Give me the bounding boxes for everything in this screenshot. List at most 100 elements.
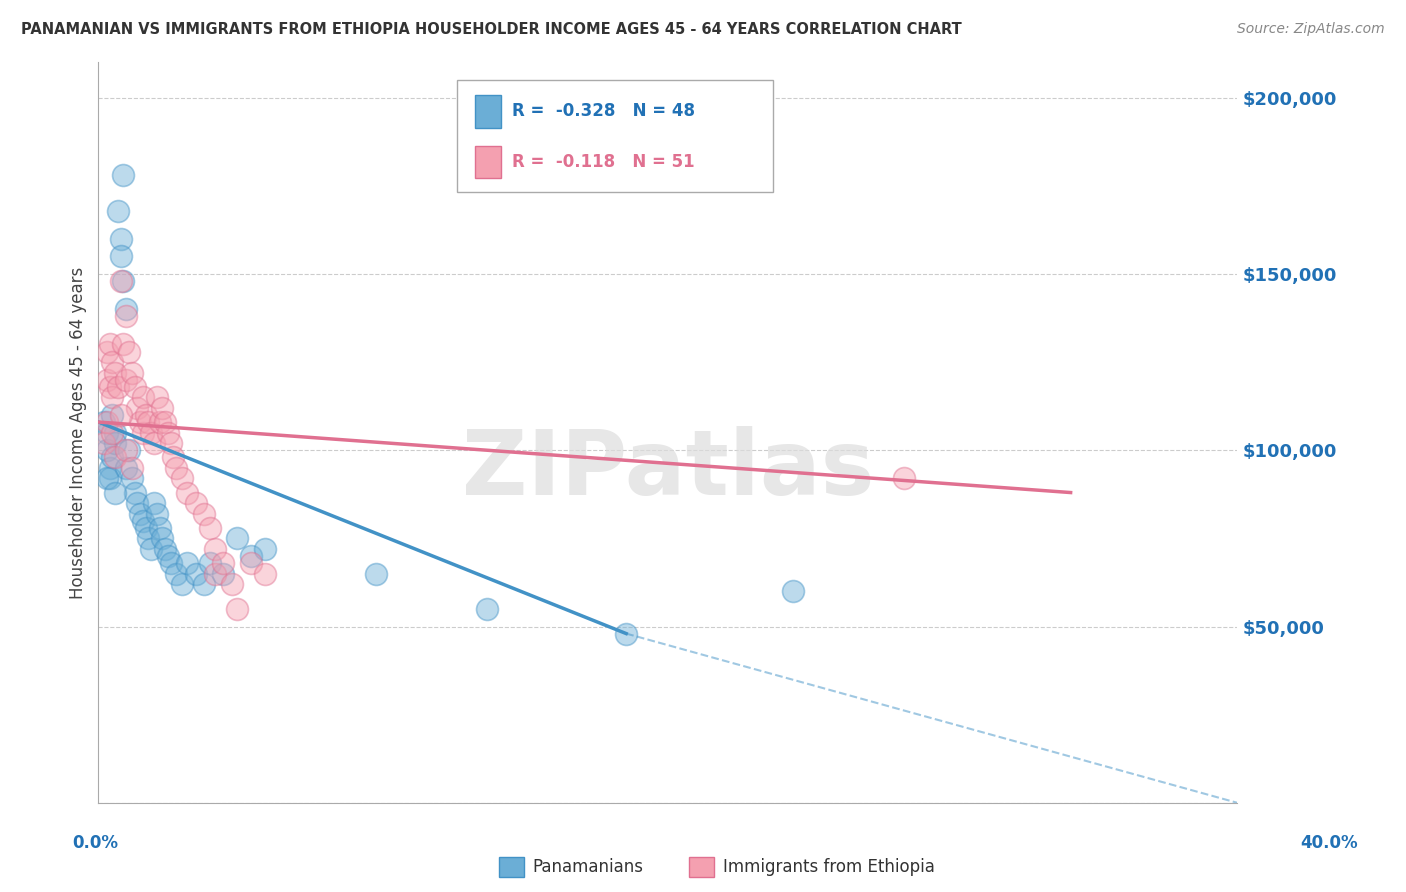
Point xyxy=(159,556,181,570)
Point xyxy=(101,408,124,422)
Point xyxy=(104,366,127,380)
Point xyxy=(193,577,215,591)
Point xyxy=(115,302,138,317)
Point xyxy=(254,566,277,581)
Point xyxy=(112,337,135,351)
Point xyxy=(93,436,115,450)
Point xyxy=(165,566,187,581)
Point xyxy=(110,249,132,263)
Point xyxy=(184,496,207,510)
Point xyxy=(782,584,804,599)
Point xyxy=(212,556,235,570)
Text: Panamanians: Panamanians xyxy=(533,858,644,876)
Point xyxy=(226,532,249,546)
Point xyxy=(156,549,179,563)
Point xyxy=(176,485,198,500)
Point xyxy=(132,514,155,528)
Point xyxy=(104,436,127,450)
Point xyxy=(170,577,193,591)
Point xyxy=(101,450,124,465)
Point xyxy=(240,556,263,570)
Point xyxy=(162,450,184,465)
Point xyxy=(184,566,207,581)
Point xyxy=(101,355,124,369)
Point xyxy=(254,541,277,556)
Point xyxy=(127,401,149,415)
Point xyxy=(129,507,152,521)
Point xyxy=(141,541,163,556)
Point xyxy=(138,415,160,429)
Point xyxy=(110,408,132,422)
Point xyxy=(198,521,221,535)
Point xyxy=(121,461,143,475)
Point xyxy=(96,425,118,440)
Point xyxy=(98,461,121,475)
Text: 0.0%: 0.0% xyxy=(73,834,118,852)
Y-axis label: Householder Income Ages 45 - 64 years: Householder Income Ages 45 - 64 years xyxy=(69,267,87,599)
Point xyxy=(204,541,226,556)
Point xyxy=(153,415,176,429)
Point xyxy=(110,232,132,246)
Point xyxy=(107,203,129,218)
Point xyxy=(204,566,226,581)
Point xyxy=(366,566,388,581)
Point xyxy=(96,471,118,485)
Point xyxy=(132,390,155,404)
Point xyxy=(115,443,138,458)
Point xyxy=(143,496,166,510)
Text: 40.0%: 40.0% xyxy=(1301,834,1357,852)
Point xyxy=(141,425,163,440)
Point xyxy=(148,521,170,535)
Point xyxy=(143,436,166,450)
Point xyxy=(145,390,167,404)
Point xyxy=(193,507,215,521)
Point xyxy=(614,626,637,640)
Text: Immigrants from Ethiopia: Immigrants from Ethiopia xyxy=(723,858,935,876)
Text: PANAMANIAN VS IMMIGRANTS FROM ETHIOPIA HOUSEHOLDER INCOME AGES 45 - 64 YEARS COR: PANAMANIAN VS IMMIGRANTS FROM ETHIOPIA H… xyxy=(21,22,962,37)
Point xyxy=(107,380,129,394)
Point xyxy=(135,521,157,535)
Point xyxy=(96,344,118,359)
Point xyxy=(156,425,179,440)
Point xyxy=(118,344,141,359)
Point xyxy=(240,549,263,563)
Point xyxy=(121,471,143,485)
Point xyxy=(112,274,135,288)
Text: Source: ZipAtlas.com: Source: ZipAtlas.com xyxy=(1237,22,1385,37)
Point xyxy=(150,401,173,415)
Point xyxy=(153,541,176,556)
Point xyxy=(115,461,138,475)
Point xyxy=(101,390,124,404)
Point xyxy=(148,415,170,429)
Point xyxy=(104,425,127,440)
Point xyxy=(129,415,152,429)
Point xyxy=(145,507,167,521)
Text: ZIPatlas: ZIPatlas xyxy=(461,425,875,514)
Point xyxy=(104,450,127,465)
Point xyxy=(98,471,121,485)
Point xyxy=(212,566,235,581)
Point xyxy=(124,485,146,500)
Point xyxy=(112,168,135,182)
Point xyxy=(98,337,121,351)
Text: R =  -0.328   N = 48: R = -0.328 N = 48 xyxy=(512,103,695,120)
Point xyxy=(96,373,118,387)
Point xyxy=(135,408,157,422)
Point xyxy=(150,532,173,546)
Point xyxy=(118,443,141,458)
Point xyxy=(101,425,124,440)
Point xyxy=(121,366,143,380)
Point xyxy=(98,380,121,394)
Point xyxy=(96,415,118,429)
Point xyxy=(198,556,221,570)
Point xyxy=(104,485,127,500)
Point xyxy=(93,415,115,429)
Point xyxy=(96,443,118,458)
Point xyxy=(127,496,149,510)
Point xyxy=(124,380,146,394)
Point xyxy=(115,310,138,324)
Point xyxy=(165,461,187,475)
Point xyxy=(893,471,915,485)
Point xyxy=(159,436,181,450)
Point xyxy=(132,425,155,440)
